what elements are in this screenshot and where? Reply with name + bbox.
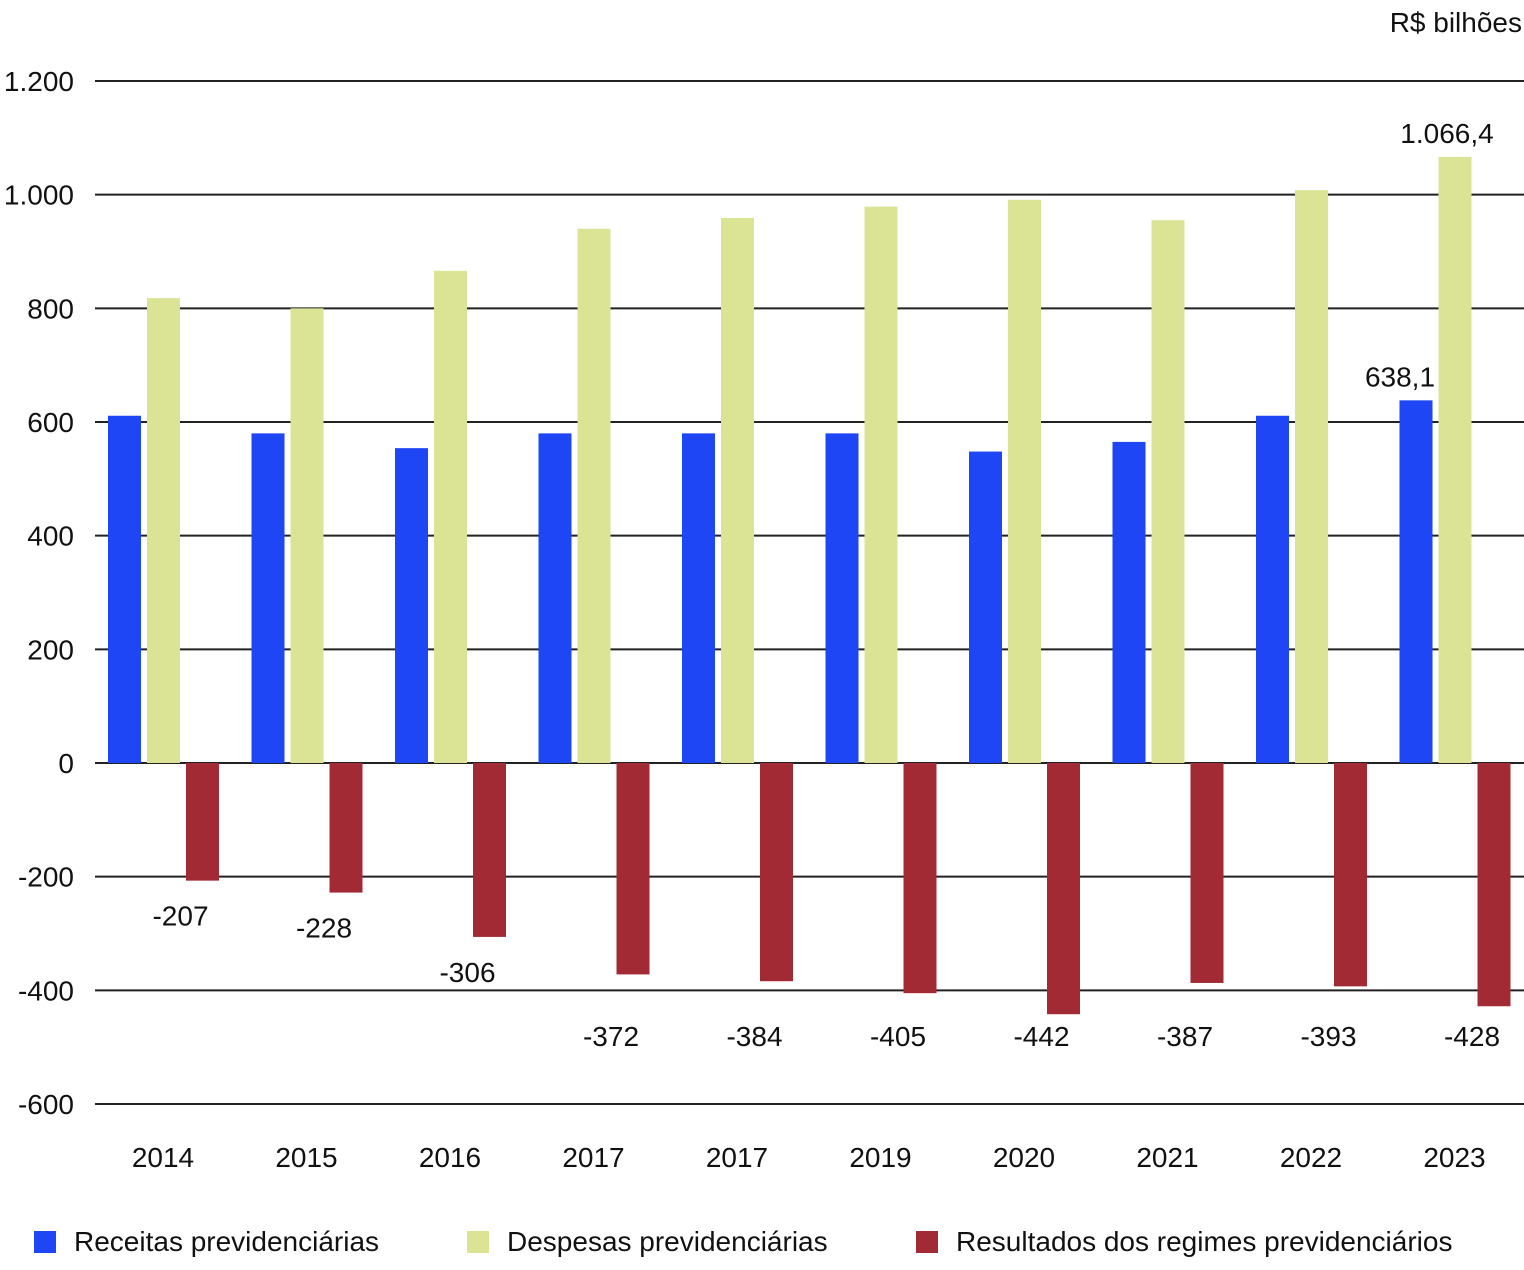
data-label: -306 [439, 957, 495, 988]
receitas-bar [538, 433, 572, 763]
resultados-bar [1477, 763, 1511, 1007]
despesas-bar [147, 298, 180, 763]
despesas-bar [864, 206, 898, 763]
receitas-bar [969, 451, 1002, 763]
x-tick-label: 2022 [1280, 1142, 1342, 1173]
bars [108, 156, 1511, 1015]
data-label: -387 [1157, 1021, 1213, 1052]
resultados-bar [903, 763, 937, 994]
y-tick-label: -600 [18, 1089, 74, 1120]
data-label: 638,1 [1365, 361, 1435, 392]
x-tick-label: 2016 [419, 1142, 481, 1173]
legend-label-receitas: Receitas previdenciárias [74, 1226, 380, 1257]
y-tick-label: -200 [18, 862, 74, 893]
receitas-bar [1112, 441, 1146, 763]
y-tick-label: 1.000 [4, 180, 74, 211]
legend-item-despesas: Despesas previdenciárias [467, 1222, 828, 1262]
y-tick-label: -400 [18, 975, 74, 1006]
data-label: -384 [726, 1021, 782, 1052]
receitas-bar [108, 415, 141, 763]
legend: Receitas previdenciárias Despesas previd… [0, 1222, 1524, 1262]
receitas-bar [1256, 415, 1289, 763]
legend-item-resultados: Resultados dos regimes previdenciários [916, 1222, 1452, 1262]
despesas-bar [290, 308, 324, 763]
y-tick-label: 1.200 [4, 66, 74, 97]
despesas-bar [1438, 156, 1472, 764]
despesas-bar [434, 270, 467, 763]
legend-swatch-despesas [467, 1231, 489, 1253]
resultados-bar [329, 763, 363, 893]
x-tick-label: 2017 [706, 1142, 768, 1173]
resultados-bar [186, 763, 219, 881]
data-label: -393 [1300, 1021, 1356, 1052]
y-tick-label: 200 [27, 634, 74, 665]
receitas-bar [395, 448, 428, 763]
x-tick-label: 2014 [132, 1142, 194, 1173]
data-label: -207 [152, 901, 208, 932]
y-tick-label: 800 [27, 293, 74, 324]
data-label: -405 [870, 1021, 926, 1052]
resultados-bar [1047, 763, 1080, 1015]
data-label: -228 [296, 913, 352, 944]
resultados-bar [616, 763, 650, 975]
receitas-bar [825, 433, 859, 763]
despesas-bar [1151, 220, 1185, 763]
receitas-bar [1399, 400, 1433, 763]
receitas-bar [251, 433, 285, 763]
y-axis-ticks: 1.200 1.000 800 600 400 200 0 -200 -400 -600 [4, 66, 74, 1120]
despesas-bar [1008, 199, 1041, 763]
y-tick-label: 400 [27, 521, 74, 552]
y-tick-label: 0 [58, 748, 74, 779]
unit-label: R$ bilhões [1390, 7, 1522, 38]
y-tick-label: 600 [27, 407, 74, 438]
data-labels: 638,1 1.066,4 -207 -228 -306 -372 -384 -405 -442… [152, 118, 1500, 1052]
x-tick-label: 2017 [562, 1142, 624, 1173]
legend-swatch-receitas [34, 1231, 56, 1253]
legend-label-despesas: Despesas previdenciárias [507, 1226, 828, 1257]
x-tick-label: 2019 [849, 1142, 911, 1173]
receitas-bar [682, 433, 715, 763]
x-tick-label: 2023 [1423, 1142, 1485, 1173]
resultados-bar [1190, 763, 1224, 983]
data-label: -428 [1444, 1021, 1500, 1052]
bar-chart: 1.200 1.000 800 600 400 200 0 -200 -400 -600 638,… [4, 7, 1524, 1173]
legend-label-resultados: Resultados dos regimes previdenciários [956, 1226, 1453, 1257]
x-tick-label: 2021 [1136, 1142, 1198, 1173]
x-axis-ticks: 2014 2015 2016 2017 2017 2019 2020 2021 2022 2023 [132, 1142, 1486, 1173]
despesas-bar [1295, 190, 1328, 763]
data-label: -372 [583, 1021, 639, 1052]
legend-swatch-resultados [916, 1231, 938, 1253]
x-tick-label: 2020 [993, 1142, 1055, 1173]
x-tick-label: 2015 [275, 1142, 337, 1173]
despesas-bar [577, 228, 611, 763]
legend-item-receitas: Receitas previdenciárias [34, 1222, 379, 1262]
resultados-bar [1334, 763, 1367, 987]
resultados-bar [760, 763, 793, 982]
resultados-bar [473, 763, 506, 937]
data-label: 1.066,4 [1400, 118, 1493, 149]
data-label: -442 [1013, 1021, 1069, 1052]
despesas-bar [721, 217, 754, 764]
